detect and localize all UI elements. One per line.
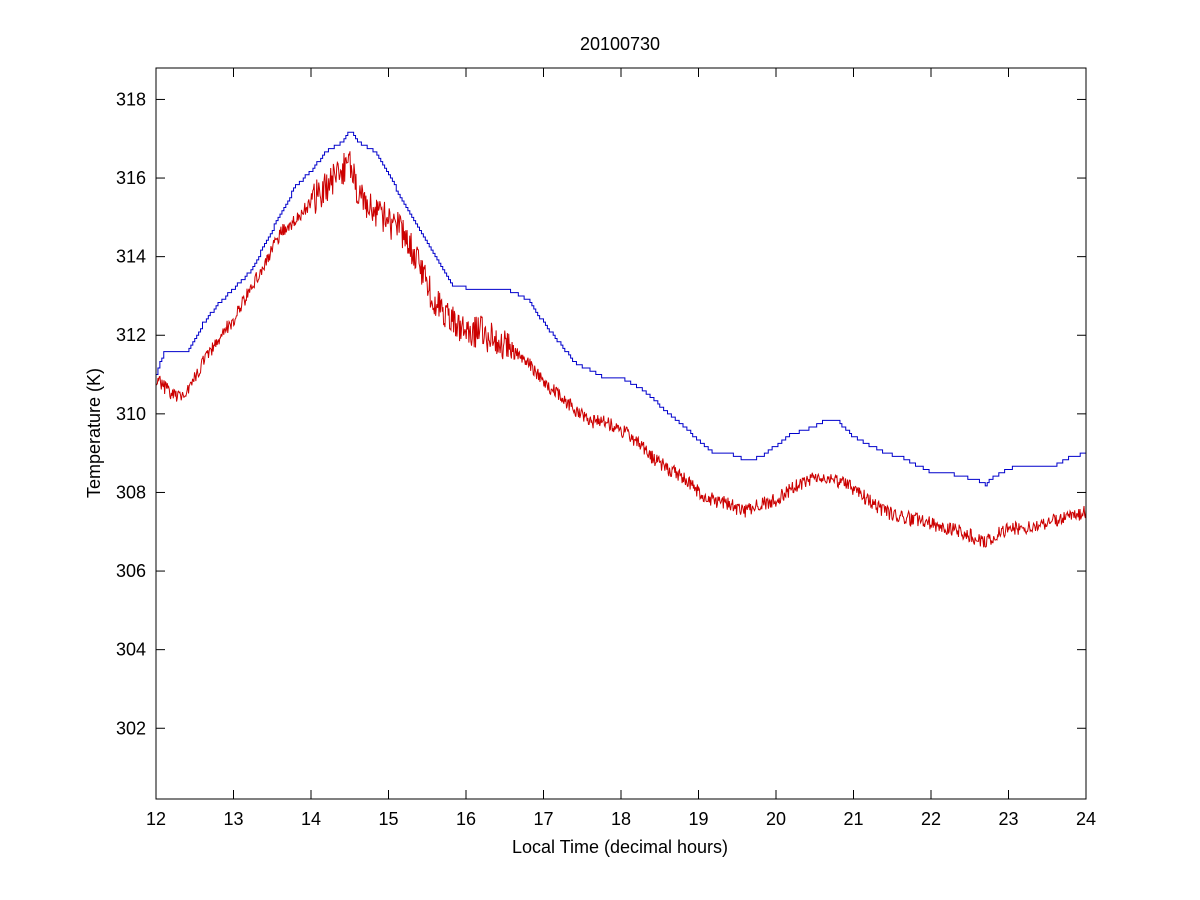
tick-layer: 12 13 14 15 16 17 18 19 20 21 22 23 24 302 304 306 308 31… (116, 68, 1096, 829)
y-tick-label: 318 (116, 89, 146, 109)
x-tick-label: 22 (921, 809, 941, 829)
x-tick-label: 16 (456, 809, 476, 829)
x-tick-label: 12 (146, 809, 166, 829)
x-tick-label: 14 (301, 809, 321, 829)
series-line-2 (155, 151, 1087, 548)
x-axis-title: Local Time (decimal hours) (512, 837, 728, 857)
y-tick-label: 316 (116, 168, 146, 188)
y-tick-label: 312 (116, 325, 146, 345)
x-tick-label: 23 (998, 809, 1018, 829)
y-tick-label: 306 (116, 561, 146, 581)
x-tick-label: 24 (1076, 809, 1096, 829)
plot-area-frame (155, 67, 1087, 800)
x-tick-label: 20 (766, 809, 786, 829)
y-tick-label: 314 (116, 247, 146, 267)
x-tick-label: 13 (223, 809, 243, 829)
x-tick-label: 15 (378, 809, 398, 829)
y-tick-label: 302 (116, 718, 146, 738)
x-tick-label: 17 (533, 809, 553, 829)
x-tick-label: 19 (688, 809, 708, 829)
y-axis-title: Temperature (K) (84, 368, 104, 498)
chart-title: 20100730 (580, 34, 660, 54)
series-line-1 (156, 131, 1086, 487)
series-layer (155, 131, 1087, 548)
y-tick-label: 308 (116, 482, 146, 502)
y-tick-label: 310 (116, 404, 146, 424)
x-tick-label: 18 (611, 809, 631, 829)
x-tick-label: 21 (843, 809, 863, 829)
y-tick-label: 304 (116, 640, 146, 660)
